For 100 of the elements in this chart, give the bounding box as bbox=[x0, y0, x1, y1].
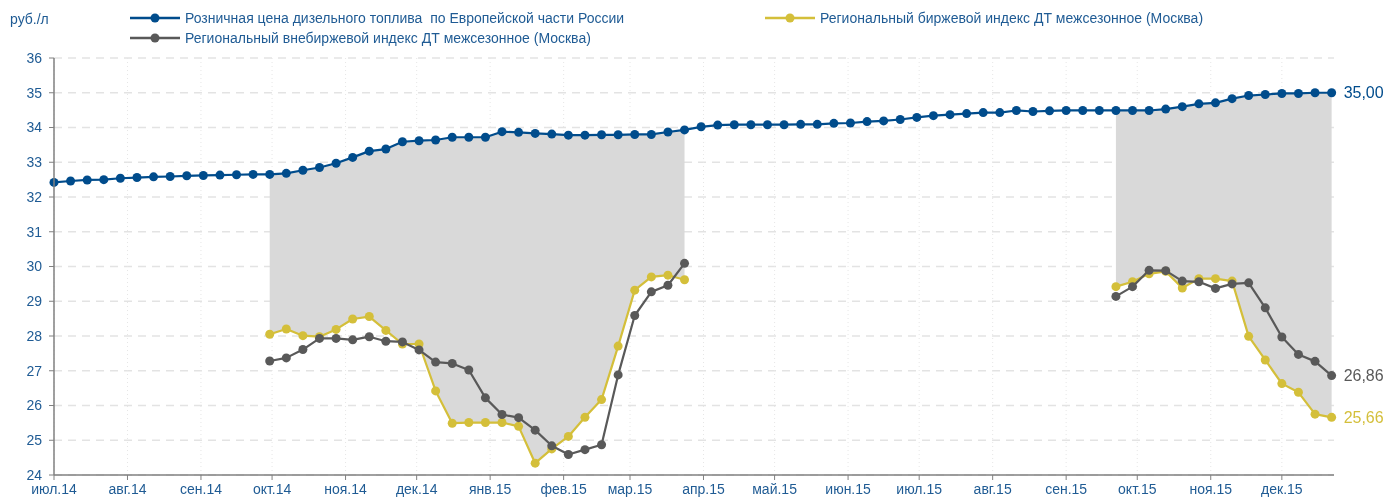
y-tick-label: 27 bbox=[26, 362, 43, 379]
point bbox=[1144, 265, 1154, 275]
point bbox=[1277, 379, 1287, 389]
point bbox=[364, 312, 374, 322]
legend-label: Региональный внебиржевой индекс ДТ межсезонное (Москва) bbox=[185, 29, 591, 46]
x-tick-label: мар.15 bbox=[607, 481, 653, 497]
y-tick-label: 32 bbox=[26, 188, 43, 205]
point bbox=[680, 275, 690, 285]
x-tick-label: июл.14 bbox=[31, 481, 78, 497]
data-label: 25,66 bbox=[1343, 408, 1384, 426]
point bbox=[464, 418, 474, 428]
x-tick-label: дек.14 bbox=[395, 481, 438, 497]
y-tick-label: 25 bbox=[26, 432, 43, 449]
y-tick-label: 33 bbox=[26, 154, 43, 171]
y-tick-label: 36 bbox=[26, 49, 43, 66]
point bbox=[298, 345, 308, 355]
point bbox=[1277, 332, 1287, 342]
y-tick-label: 28 bbox=[26, 327, 43, 344]
point bbox=[1260, 303, 1270, 313]
point bbox=[680, 258, 690, 268]
point bbox=[646, 272, 656, 282]
point bbox=[497, 418, 507, 428]
point bbox=[563, 450, 573, 459]
x-tick-label: ноя.14 bbox=[324, 481, 368, 497]
point bbox=[281, 324, 291, 334]
point bbox=[597, 395, 607, 405]
point bbox=[348, 314, 358, 324]
point bbox=[1210, 283, 1220, 293]
point bbox=[1260, 355, 1270, 365]
point bbox=[480, 393, 490, 403]
y-tick-label: 30 bbox=[26, 258, 43, 275]
x-tick-label: май.15 bbox=[752, 481, 798, 497]
point bbox=[431, 357, 441, 367]
point bbox=[1293, 349, 1303, 359]
point bbox=[381, 336, 391, 346]
point bbox=[563, 431, 573, 441]
y-tick-label: 29 bbox=[26, 293, 43, 310]
legend-label: Региональный биржевой индекс ДТ межсезонное (Москва) bbox=[820, 9, 1204, 26]
point bbox=[331, 333, 341, 343]
point bbox=[580, 412, 590, 422]
x-tick-label: окт.14 bbox=[252, 481, 292, 497]
point bbox=[1111, 291, 1121, 301]
point bbox=[1244, 331, 1254, 341]
point bbox=[298, 331, 308, 341]
x-tick-label: июн.15 bbox=[825, 481, 872, 497]
point bbox=[630, 285, 640, 295]
point bbox=[1177, 276, 1187, 286]
point bbox=[348, 335, 358, 345]
point bbox=[1128, 282, 1138, 292]
point bbox=[597, 440, 607, 450]
point bbox=[265, 329, 275, 339]
point bbox=[663, 270, 673, 280]
point bbox=[1327, 371, 1337, 381]
point bbox=[530, 458, 540, 468]
point bbox=[613, 370, 623, 380]
point bbox=[580, 445, 590, 455]
x-tick-label: дек.15 bbox=[1261, 481, 1303, 497]
y-tick-label: 35 bbox=[26, 84, 43, 101]
y-axis-title: руб./л bbox=[10, 11, 49, 27]
point bbox=[447, 418, 457, 428]
point bbox=[364, 332, 374, 342]
point bbox=[464, 365, 474, 375]
point bbox=[447, 358, 457, 368]
point bbox=[630, 311, 640, 320]
point bbox=[646, 287, 656, 297]
x-tick-label: янв.15 bbox=[469, 481, 512, 497]
point bbox=[1327, 412, 1337, 422]
y-tick-label: 26 bbox=[26, 397, 43, 414]
x-tick-label: авг.14 bbox=[108, 481, 147, 497]
y-tick-label: 31 bbox=[26, 223, 43, 240]
point bbox=[281, 353, 291, 363]
data-label: 26,86 bbox=[1343, 367, 1384, 385]
y-tick-label: 24 bbox=[26, 466, 43, 483]
point bbox=[331, 324, 341, 334]
x-tick-label: сен.15 bbox=[1045, 481, 1088, 497]
point bbox=[1111, 282, 1121, 292]
point bbox=[414, 345, 424, 355]
point bbox=[497, 410, 507, 420]
point bbox=[265, 356, 275, 366]
x-tick-label: авг.15 bbox=[973, 481, 1012, 497]
point bbox=[613, 341, 623, 351]
x-tick-label: апр.15 bbox=[682, 481, 725, 497]
y-tick-label: 34 bbox=[26, 119, 43, 136]
point bbox=[1310, 356, 1320, 366]
point bbox=[1293, 387, 1303, 397]
point bbox=[381, 325, 391, 335]
data-label: 35,00 bbox=[1343, 84, 1384, 102]
x-tick-label: фев.15 bbox=[540, 481, 587, 497]
x-tick-label: июл.15 bbox=[896, 481, 943, 497]
point bbox=[431, 386, 441, 396]
point bbox=[480, 418, 490, 428]
point bbox=[663, 280, 673, 290]
point bbox=[514, 421, 524, 431]
legend-label: Розничная цена дизельного топлива по Европейской части России bbox=[185, 9, 625, 26]
point bbox=[514, 413, 524, 423]
point bbox=[530, 425, 540, 435]
point bbox=[1310, 409, 1320, 419]
x-tick-label: окт.15 bbox=[1118, 481, 1157, 497]
x-tick-label: сен.14 bbox=[179, 481, 223, 497]
point bbox=[1210, 274, 1220, 284]
